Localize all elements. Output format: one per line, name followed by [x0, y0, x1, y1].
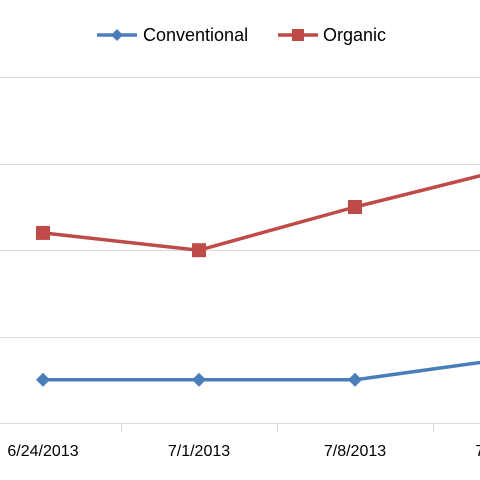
legend-label: Conventional: [143, 25, 248, 45]
x-tick-label: 7/15/2013: [475, 443, 480, 460]
gridlines: [0, 77, 480, 338]
x-axis: 6/24/2013 7/1/2013 7/8/2013 7/15/2013: [0, 423, 480, 460]
data-point: [192, 243, 206, 258]
data-point: [36, 372, 50, 387]
series-lines: [36, 174, 480, 387]
legend-marker: [111, 29, 123, 41]
data-point: [36, 225, 50, 240]
x-tick-label: 7/1/2013: [168, 443, 230, 460]
series-line: [43, 360, 480, 382]
legend-item-conventional: Conventional: [97, 25, 248, 45]
data-point: [348, 200, 362, 214]
legend: Conventional Organic: [97, 25, 386, 45]
x-tick-label: 6/24/2013: [7, 443, 78, 460]
series-organic: [36, 174, 480, 258]
data-point: [348, 372, 362, 387]
data-point: [192, 372, 206, 387]
legend-item-organic: Organic: [278, 25, 386, 45]
series-line: [42, 174, 480, 252]
x-tick-label: 7/8/2013: [324, 443, 386, 460]
legend-label: Organic: [323, 25, 386, 45]
series-conventional: [36, 360, 480, 387]
legend-marker: [292, 29, 304, 41]
